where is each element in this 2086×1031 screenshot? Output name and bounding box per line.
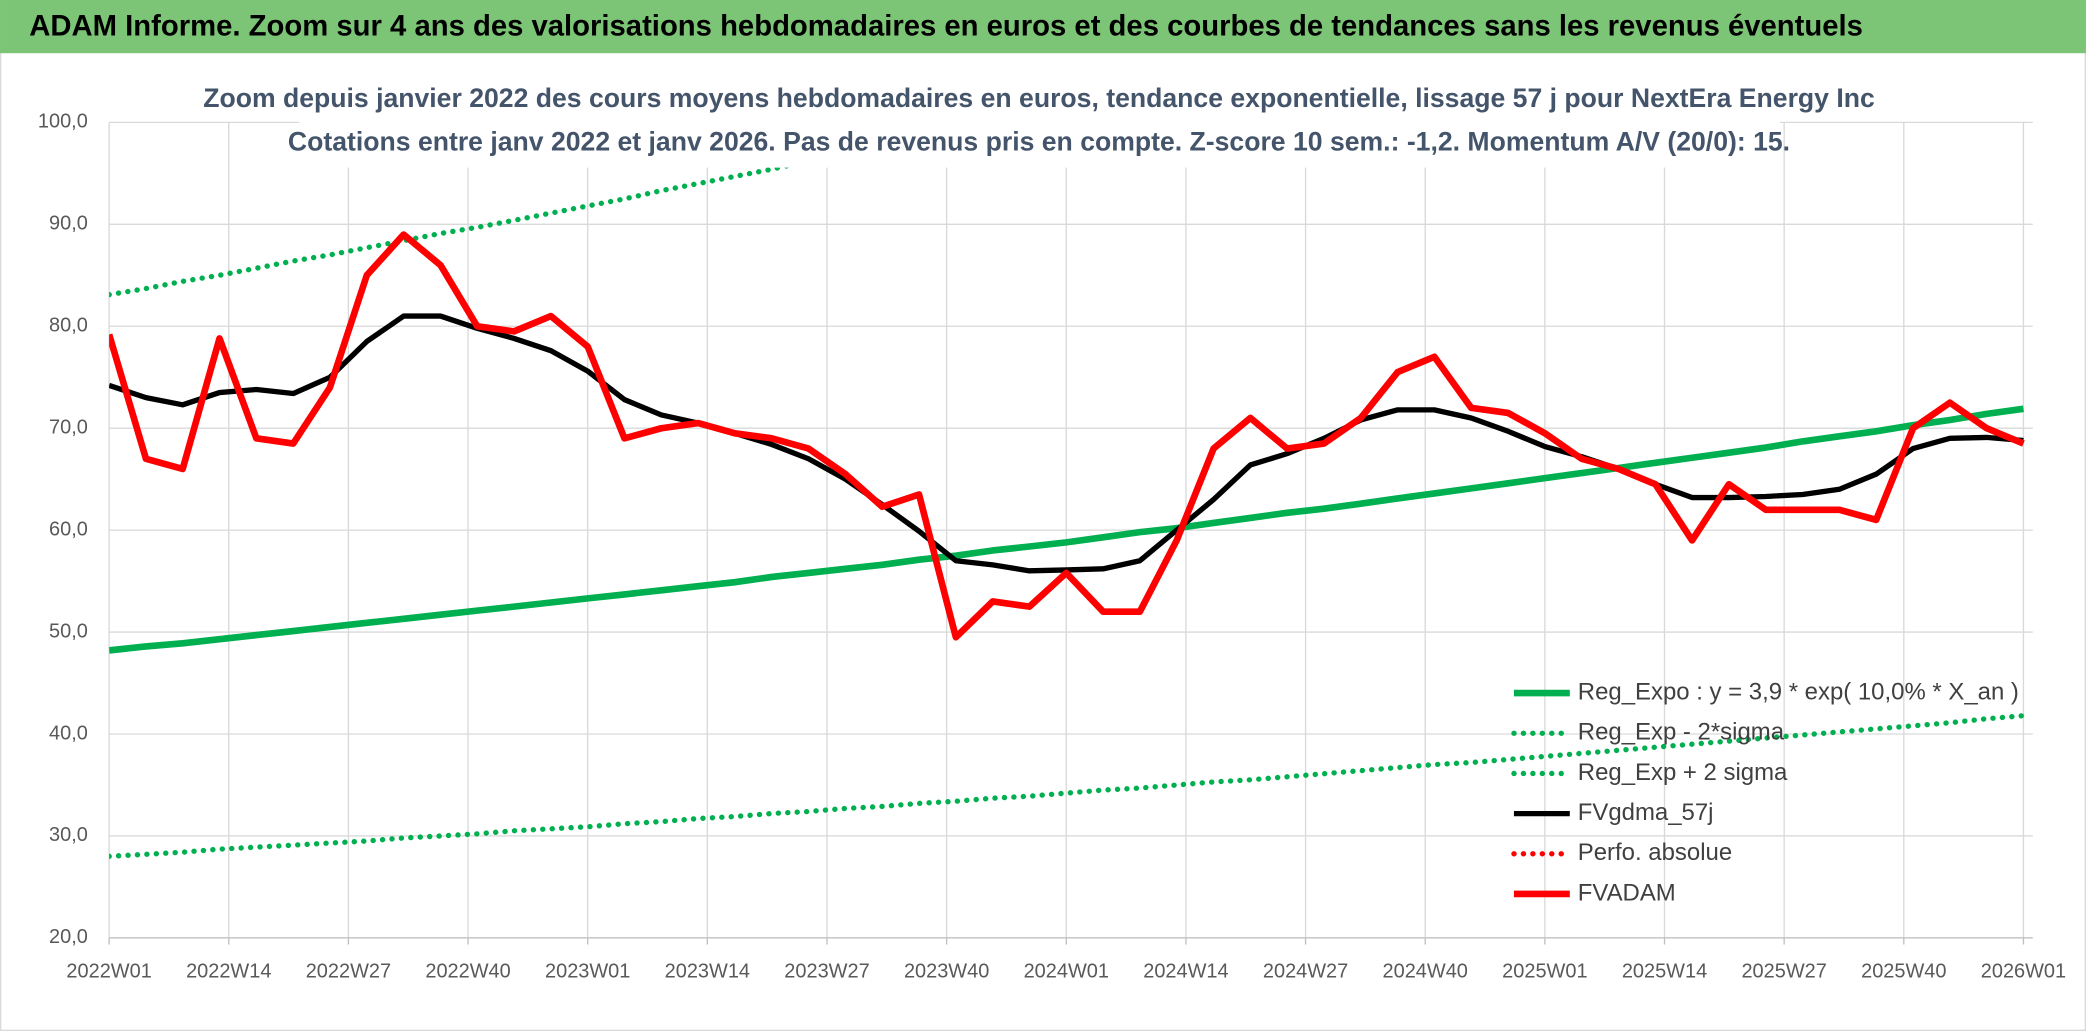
x-tick-label: 2024W01 bbox=[1024, 961, 1109, 983]
y-tick-label: 20,0 bbox=[49, 926, 88, 948]
y-tick-label: 100,0 bbox=[38, 111, 88, 133]
x-tick-label: 2025W01 bbox=[1502, 961, 1587, 983]
legend-label: FVADAM bbox=[1578, 879, 1676, 906]
y-tick-label: 60,0 bbox=[49, 518, 88, 540]
x-tick-label: 2024W40 bbox=[1383, 961, 1468, 983]
legend-label: Reg_Exp + 2 sigma bbox=[1578, 759, 1788, 786]
series-line bbox=[109, 713, 2027, 859]
legend-label: FVgdma_57j bbox=[1578, 799, 1714, 826]
x-tick-label: 2023W40 bbox=[904, 961, 989, 983]
x-tick-label: 2022W01 bbox=[66, 961, 151, 983]
title-box bbox=[299, 74, 1780, 168]
y-tick-label: 40,0 bbox=[49, 722, 88, 744]
x-tick-label: 2025W14 bbox=[1622, 961, 1707, 983]
series-line bbox=[109, 231, 2025, 641]
x-tick-label: 2022W40 bbox=[425, 961, 510, 983]
chart-subtitle: Cotations entre janv 2022 et janv 2026. … bbox=[288, 127, 1790, 157]
x-tick-label: 2025W40 bbox=[1861, 961, 1946, 983]
x-tick-label: 2022W27 bbox=[306, 961, 391, 983]
y-tick-label: 30,0 bbox=[49, 824, 88, 846]
x-tick-label: 2025W27 bbox=[1741, 961, 1826, 983]
x-tick-label: 2023W14 bbox=[665, 961, 750, 983]
x-tick-label: 2023W27 bbox=[784, 961, 869, 983]
y-tick-label: 90,0 bbox=[49, 213, 88, 235]
header-bar bbox=[0, 0, 2086, 54]
y-tick-label: 50,0 bbox=[49, 620, 88, 642]
series-line bbox=[109, 405, 2024, 654]
y-tick-label: 70,0 bbox=[49, 416, 88, 438]
x-tick-label: 2023W01 bbox=[545, 961, 630, 983]
x-tick-label: 2022W14 bbox=[186, 961, 271, 983]
legend-label: Reg_Exp - 2*sigma bbox=[1578, 719, 1785, 746]
x-tick-label: 2024W14 bbox=[1143, 961, 1228, 983]
x-tick-label: 2024W27 bbox=[1263, 961, 1348, 983]
y-tick-label: 80,0 bbox=[49, 315, 88, 337]
chart-title: Zoom depuis janvier 2022 des cours moyen… bbox=[203, 83, 1875, 113]
legend-label: Perfo. absolue bbox=[1578, 839, 1732, 866]
header-title: ADAM Informe. Zoom sur 4 ans des valoris… bbox=[29, 11, 1863, 43]
legend-label: Reg_Expo : y = 3,9 * exp( 10,0% * X_an ) bbox=[1578, 678, 2019, 705]
x-tick-label: 2026W01 bbox=[1981, 961, 2066, 983]
